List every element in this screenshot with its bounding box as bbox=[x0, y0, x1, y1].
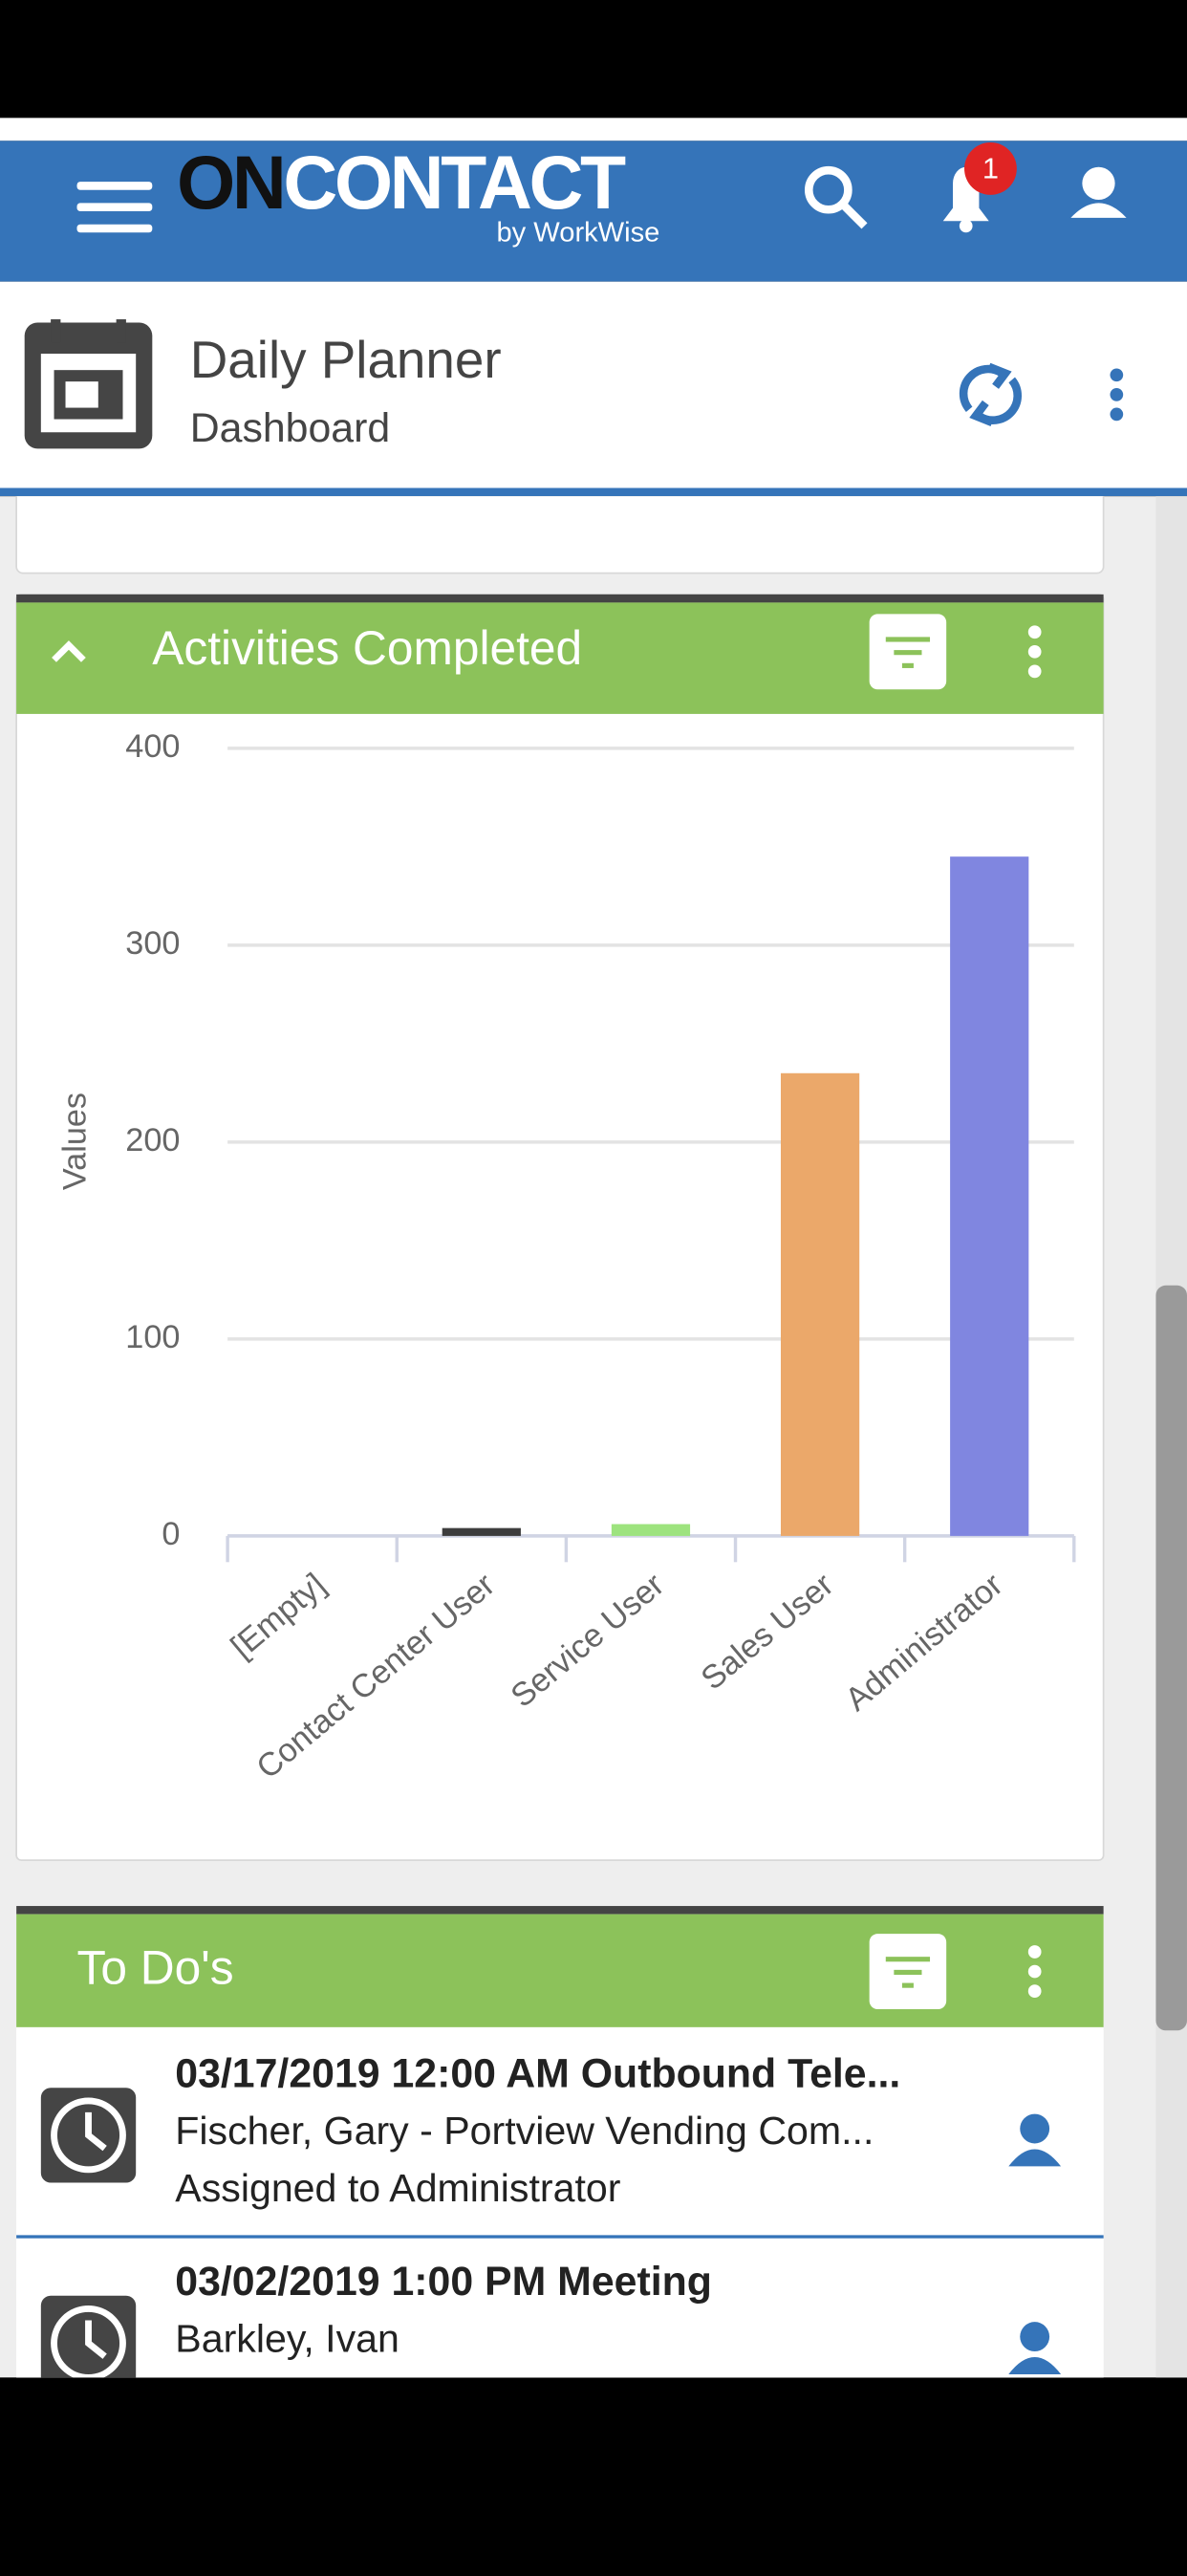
menu-button[interactable] bbox=[76, 182, 153, 233]
todo-item[interactable] bbox=[16, 2238, 1104, 2443]
bar bbox=[611, 1524, 691, 1536]
card-top-border bbox=[16, 1906, 1104, 1915]
previous-card bbox=[15, 496, 1105, 574]
chart-filter-button[interactable] bbox=[869, 614, 947, 690]
bar bbox=[950, 856, 1029, 1536]
y-tick-label: 200 bbox=[125, 1122, 180, 1158]
card-top-border bbox=[16, 594, 1104, 603]
assignee-body[interactable] bbox=[1008, 2357, 1062, 2374]
todo-heading: 03/02/2019 1:00 PM Meeting bbox=[175, 2259, 712, 2305]
todo-filter-button[interactable] bbox=[869, 1934, 947, 2009]
refresh-button[interactable] bbox=[959, 362, 1022, 426]
clock-face bbox=[51, 2097, 126, 2174]
y-tick-label: 100 bbox=[125, 1319, 180, 1355]
search-button[interactable] bbox=[804, 165, 868, 229]
page-title: Daily Planner bbox=[190, 330, 502, 389]
page-menu-button[interactable] bbox=[1110, 368, 1124, 422]
logo: ONCONTACT bbox=[177, 141, 626, 225]
todo-title: To Do's bbox=[77, 1941, 234, 1995]
page-subtitle: Dashboard bbox=[190, 405, 390, 451]
clock-hands bbox=[85, 2320, 107, 2359]
status-gap bbox=[0, 118, 1187, 141]
planner-icon bbox=[24, 319, 153, 449]
assignee-body[interactable] bbox=[1008, 2149, 1062, 2167]
logo-sub: by WorkWise bbox=[496, 218, 659, 249]
page-header bbox=[0, 281, 1187, 488]
todo-detail: Barkley, Ivan bbox=[175, 2317, 399, 2361]
assignee-head[interactable] bbox=[1020, 2113, 1050, 2144]
y-axis-label: Values bbox=[57, 1093, 94, 1190]
assignee-head[interactable] bbox=[1020, 2322, 1050, 2352]
clock-hands bbox=[85, 2111, 107, 2152]
scroll-thumb[interactable] bbox=[1155, 1285, 1187, 2031]
logo-main: CONTACT bbox=[283, 141, 626, 225]
todo-detail: Fischer, Gary - Portview Vending Com... bbox=[175, 2109, 874, 2153]
profile-button[interactable] bbox=[1070, 166, 1127, 218]
todo-list: 03/17/2019 12:00 AM Outbound Tele... Fisc… bbox=[16, 2030, 1104, 2443]
todo-item[interactable] bbox=[16, 2030, 1104, 2236]
collapse-button[interactable] bbox=[52, 640, 86, 662]
notifications-button[interactable] bbox=[942, 142, 1017, 233]
logo-prefix: ON bbox=[177, 141, 283, 225]
chart-menu-button[interactable] bbox=[1027, 625, 1042, 679]
bar bbox=[780, 1072, 860, 1536]
y-tick-label: 300 bbox=[125, 925, 180, 962]
header-rule bbox=[0, 487, 1187, 497]
clock-face bbox=[51, 2305, 126, 2378]
content: Activities Completed Values 0 100 200 300 40… bbox=[0, 496, 1187, 2443]
y-tick-label: 0 bbox=[162, 1516, 180, 1552]
todo-heading: 03/17/2019 12:00 AM Outbound Tele... bbox=[175, 2051, 900, 2097]
notification-badge: 1 bbox=[982, 151, 999, 184]
y-tick-label: 400 bbox=[125, 728, 180, 765]
todo-detail: Assigned to Administrator bbox=[175, 2166, 620, 2210]
chart-title: Activities Completed bbox=[152, 621, 582, 675]
todo-menu-button[interactable] bbox=[1027, 1945, 1042, 1998]
bar bbox=[442, 1527, 521, 1536]
todo-separator bbox=[16, 2235, 1104, 2239]
